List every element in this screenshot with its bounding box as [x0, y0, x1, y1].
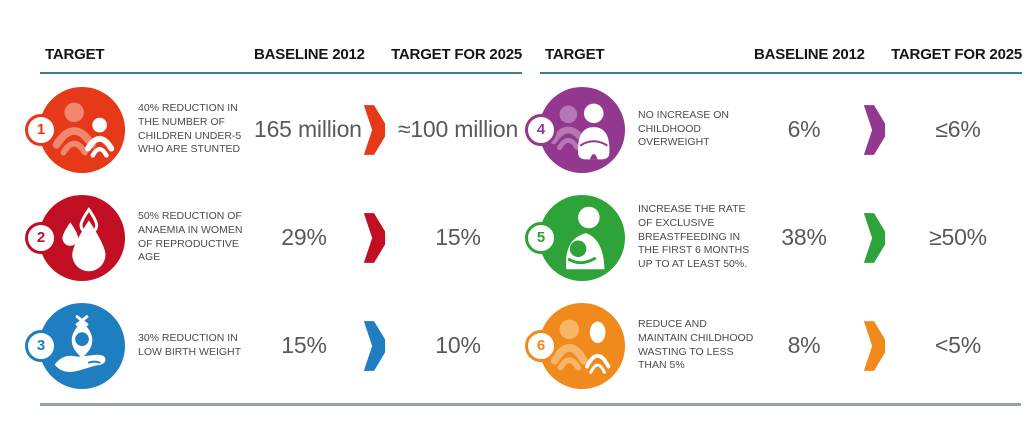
baseline-value: 15%	[281, 332, 327, 358]
target-2025-value: 15%	[435, 224, 481, 250]
arrow-cell	[354, 320, 394, 372]
table-row: 5 INCREASE THE RATE OF EXCLUSIVE BREASTF…	[525, 185, 1022, 290]
table-header: TARGET BASELINE 2012 TARGET FOR 2025	[40, 46, 522, 74]
baseline-value: 38%	[781, 224, 827, 250]
target-2025-value: 10%	[435, 332, 481, 358]
column-header-target: TARGET	[545, 46, 605, 63]
chevron-arrow-icon	[863, 212, 886, 263]
target-icon-cell: 4	[525, 86, 638, 174]
arrow-cell	[354, 212, 394, 264]
arrow-cell	[354, 104, 394, 156]
baseline-value: 8%	[787, 332, 821, 358]
target-icon-cell: 1	[25, 86, 138, 174]
chevron-arrow-icon	[863, 104, 886, 155]
target-description: 50% REDUCTION OF ANAEMIA IN WOMEN OF REP…	[138, 210, 243, 264]
anaemia-icon	[38, 194, 126, 281]
arrow-cell	[854, 104, 894, 156]
target-description: REDUCE AND MAINTAIN CHILDHOOD WASTING TO…	[638, 318, 754, 372]
target-number-badge: 3	[25, 329, 57, 362]
stunting-icon	[38, 86, 126, 173]
target-2025-value: <5%	[934, 332, 982, 358]
target-description: 30% REDUCTION IN LOW BIRTH WEIGHT	[138, 331, 242, 358]
target-number-badge: 2	[25, 221, 57, 254]
target-icon-cell: 3	[25, 302, 138, 390]
table-row: 1 40% REDUCTION IN THE NUMBER OF CHILDRE…	[25, 77, 522, 182]
targets-table-left: TARGET BASELINE 2012 TARGET FOR 2025 1 4…	[25, 46, 522, 398]
target-2025-value: ≈100 million	[397, 116, 519, 142]
table-header: TARGET BASELINE 2012 TARGET FOR 2025	[540, 46, 1022, 74]
table-row: 3 30% REDUCTION IN LOW BIRTH WEIGHT 15% …	[25, 293, 522, 398]
childhood-wasting-icon	[538, 302, 626, 389]
target-2025-value: ≥50%	[929, 224, 987, 250]
chevron-arrow-icon	[363, 212, 386, 263]
column-header-target-for-2025: TARGET FOR 2025	[391, 46, 522, 63]
table-row: 6 REDUCE AND MAINTAIN CHILDHOOD WASTING …	[525, 293, 1022, 398]
table-row: 4 NO INCREASE ON CHILDHOOD OVERWEIGHT 6%	[525, 77, 1022, 182]
childhood-overweight-icon	[538, 86, 626, 173]
target-icon-cell: 2	[25, 194, 138, 282]
chevron-arrow-icon	[363, 104, 386, 155]
baseline-value: 6%	[787, 116, 821, 142]
targets-table-right: TARGET BASELINE 2012 TARGET FOR 2025 4	[525, 46, 1022, 398]
target-number-badge: 5	[525, 221, 557, 254]
target-2025-value: ≤6%	[935, 116, 981, 142]
baseline-value: 165 million	[254, 116, 362, 142]
table-row: 2 50% REDUCTION OF ANAEMIA IN WOMEN OF R…	[25, 185, 522, 290]
target-description: INCREASE THE RATE OF EXCLUSIVE BREASTFEE…	[638, 203, 750, 270]
low-birth-weight-icon	[38, 302, 126, 389]
column-header-target: TARGET	[45, 46, 105, 63]
target-description: 40% REDUCTION IN THE NUMBER OF CHILDREN …	[138, 102, 242, 156]
chevron-arrow-icon	[363, 320, 386, 371]
target-number-badge: 4	[525, 113, 557, 146]
arrow-cell	[854, 212, 894, 264]
target-icon-cell: 5	[525, 194, 638, 282]
arrow-cell	[854, 320, 894, 372]
target-icon-cell: 6	[525, 302, 638, 390]
chevron-arrow-icon	[863, 320, 886, 371]
target-number-badge: 1	[25, 113, 57, 146]
bottom-divider	[40, 403, 1021, 406]
baseline-value: 29%	[281, 224, 327, 250]
column-header-baseline-2012: BASELINE 2012	[254, 46, 365, 63]
column-header-baseline-2012: BASELINE 2012	[754, 46, 865, 63]
column-header-target-for-2025: TARGET FOR 2025	[891, 46, 1022, 63]
target-number-badge: 6	[525, 329, 557, 362]
target-description: NO INCREASE ON CHILDHOOD OVERWEIGHT	[638, 109, 730, 149]
breastfeeding-icon	[538, 194, 626, 281]
